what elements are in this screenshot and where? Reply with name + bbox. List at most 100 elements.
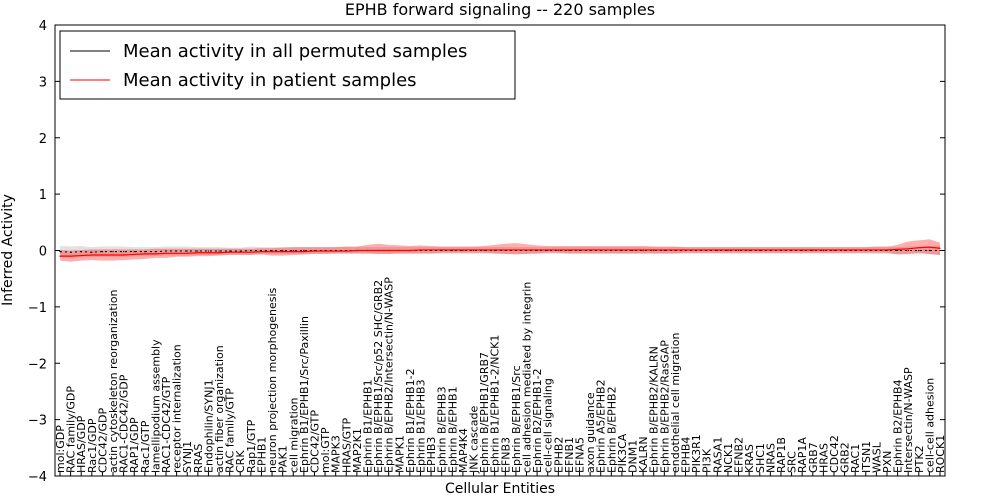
data-point-patient bbox=[229, 251, 231, 253]
data-point-permuted bbox=[197, 250, 199, 252]
x-tick-label: Ephrin B1/EPHB1-2 bbox=[404, 368, 417, 473]
data-point-patient bbox=[525, 249, 528, 251]
data-point-patient bbox=[345, 250, 347, 252]
data-point-permuted bbox=[907, 249, 909, 252]
data-point-permuted bbox=[218, 250, 220, 252]
x-tick-label: actin fiber organization bbox=[213, 345, 226, 473]
x-tick-label: MAPK1 bbox=[393, 435, 406, 473]
x-tick-label: cell migration bbox=[287, 397, 300, 473]
data-point-patient bbox=[197, 252, 199, 254]
data-point-patient bbox=[578, 249, 581, 251]
data-point-permuted bbox=[260, 249, 263, 252]
data-point-permuted bbox=[59, 251, 61, 253]
x-tick-label: RAP1A bbox=[796, 437, 809, 473]
data-point-patient bbox=[939, 247, 941, 249]
data-point-patient bbox=[759, 249, 761, 251]
data-point-patient bbox=[663, 249, 665, 251]
x-tick-label: axon guidance bbox=[584, 392, 597, 473]
x-tick-label: PXN bbox=[881, 451, 894, 473]
data-point-permuted bbox=[207, 250, 210, 252]
legend-label-permuted: Mean activity in all permuted samples bbox=[123, 41, 467, 62]
data-point-patient bbox=[918, 247, 920, 249]
data-point-patient bbox=[621, 249, 623, 251]
series-line-patient bbox=[60, 246, 941, 257]
data-point-permuted bbox=[271, 249, 273, 252]
x-tick-label: Endophilin/SYNJ1 bbox=[202, 379, 215, 473]
x-tick-label: Ephrin B2/EPHB1-2 bbox=[531, 368, 544, 473]
data-point-patient bbox=[419, 249, 422, 251]
x-tick-label: ITSN1 bbox=[860, 441, 873, 473]
data-point-patient bbox=[504, 249, 506, 251]
data-point-patient bbox=[695, 249, 697, 251]
data-point-patient bbox=[451, 249, 453, 251]
x-tick-label: CDC42 bbox=[828, 435, 841, 473]
band-permuted bbox=[60, 245, 940, 258]
data-point-patient bbox=[70, 255, 72, 257]
x-tick-label: EFNB2 bbox=[733, 437, 746, 473]
data-point-patient bbox=[515, 249, 517, 251]
x-tick-label: Ephrin B/EPHB2/KALRN bbox=[648, 346, 661, 473]
data-point-patient bbox=[472, 249, 475, 251]
x-tick-label: PIK3CA bbox=[616, 433, 629, 473]
data-point-patient bbox=[610, 249, 612, 251]
data-point-permuted bbox=[292, 249, 294, 252]
data-point-permuted bbox=[133, 251, 135, 253]
x-tick-label: KRAS bbox=[743, 444, 756, 473]
data-point-permuted bbox=[123, 251, 125, 253]
data-point-patient bbox=[441, 249, 443, 251]
data-point-patient bbox=[218, 252, 220, 254]
data-point-permuted bbox=[282, 249, 284, 252]
data-point-patient bbox=[388, 249, 390, 252]
data-point-patient bbox=[589, 249, 591, 251]
x-tick-label: Ephrin B1/EPHB1-2/NCK1 bbox=[489, 335, 502, 473]
y-tick-label: −1 bbox=[28, 301, 47, 316]
x-tick-label: Ephrin B1/EPHB1/Src/Paxillin bbox=[298, 316, 311, 473]
x-tick-label: RRAS bbox=[192, 444, 205, 473]
data-point-patient bbox=[780, 249, 782, 251]
x-tick-label: MAP4K4 bbox=[457, 428, 470, 473]
data-point-patient bbox=[769, 249, 771, 251]
data-point-patient bbox=[568, 249, 570, 251]
data-point-patient bbox=[430, 249, 432, 251]
x-tick-label: Ephrin B/EPHB1/Src bbox=[510, 365, 523, 473]
x-tick-label: EPHB4 bbox=[680, 437, 693, 473]
y-tick-label: 4 bbox=[39, 19, 47, 34]
data-point-patient bbox=[292, 251, 294, 253]
y-tick-label: 1 bbox=[39, 188, 47, 203]
x-tick-label: RAC1-CDC42/GTP bbox=[160, 376, 173, 473]
x-tick-label: CDC42/GDP bbox=[96, 407, 109, 473]
data-point-patient bbox=[324, 250, 326, 252]
data-point-permuted bbox=[70, 251, 72, 253]
x-tick-label: cell-cell adhesion bbox=[923, 378, 936, 473]
data-point-patient bbox=[547, 249, 549, 251]
data-point-patient bbox=[737, 249, 740, 251]
y-tick-label: −2 bbox=[28, 357, 47, 372]
x-tick-label: DNM1 bbox=[627, 440, 640, 473]
legend-box bbox=[59, 30, 516, 100]
data-point-permuted bbox=[176, 250, 178, 252]
x-tick-label: PTK2 bbox=[913, 445, 926, 473]
x-tick-label: Rac1/GDP bbox=[86, 418, 99, 473]
x-axis-title: Cellular Entities bbox=[445, 481, 555, 497]
data-point-patient bbox=[366, 249, 369, 252]
data-point-patient bbox=[250, 251, 252, 253]
data-point-patient bbox=[727, 249, 729, 251]
x-tick-label: mol:GTP bbox=[319, 427, 332, 473]
x-tick-label: CDC42/GTP bbox=[308, 410, 321, 473]
x-tick-label: MAP2K1 bbox=[351, 428, 364, 473]
data-point-permuted bbox=[154, 251, 157, 253]
x-tick-label: CRK bbox=[234, 450, 247, 473]
data-point-patient bbox=[631, 249, 634, 251]
y-axis-title: Inferred Activity bbox=[0, 194, 16, 306]
legend-label-patient: Mean activity in patient samples bbox=[123, 70, 417, 91]
data-point-patient bbox=[80, 254, 82, 257]
x-tick-label: EFNB1 bbox=[563, 437, 576, 473]
x-tick-label: Ephrin B/EPHB3 bbox=[436, 386, 449, 473]
data-point-patient bbox=[600, 249, 602, 251]
x-tick-label: endothelial cell migration bbox=[669, 333, 682, 473]
data-point-permuted bbox=[229, 250, 231, 252]
data-point-patient bbox=[494, 249, 496, 251]
data-point-patient bbox=[377, 249, 379, 252]
x-tick-label: GRB2 bbox=[839, 442, 852, 473]
